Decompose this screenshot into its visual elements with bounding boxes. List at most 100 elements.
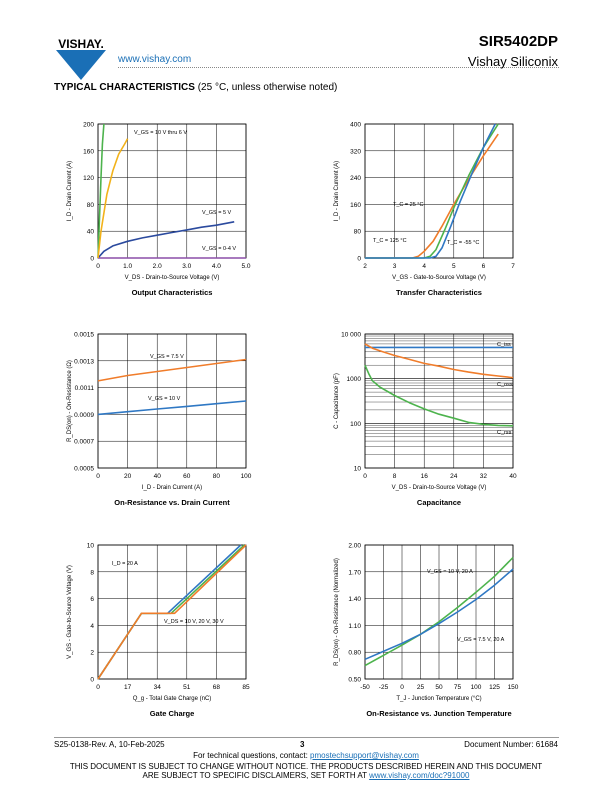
y-tick-label: 1000 xyxy=(347,376,362,383)
y-tick-label: 0 xyxy=(90,677,94,684)
y-axis-label: V_GS - Gate-to-Source Voltage (V) xyxy=(67,565,73,659)
y-tick-label: 1.10 xyxy=(348,623,361,630)
series-line xyxy=(97,400,247,416)
notice-line-2: ARE SUBJECT TO SPECIFIC DISCLAIMERS, SET… xyxy=(0,771,612,780)
x-tick-label: 3 xyxy=(393,263,397,270)
company-name: Vishay Siliconix xyxy=(467,54,558,69)
x-tick-label: 25 xyxy=(417,684,425,691)
series-line xyxy=(364,556,514,667)
series-line xyxy=(97,123,105,259)
site-url[interactable]: www.vishay.com xyxy=(118,54,192,65)
x-tick-label: 6 xyxy=(482,263,486,270)
x-axis-label: T_J - Junction Temperature (°C) xyxy=(396,696,481,702)
series-line xyxy=(97,544,247,680)
y-tick-label: 0.0007 xyxy=(74,439,94,446)
x-tick-label: 68 xyxy=(213,684,221,691)
chart-2 xyxy=(97,333,247,469)
chart-annotation: C_iss xyxy=(497,342,511,348)
y-tick-label: 0.0015 xyxy=(74,332,94,339)
x-axis-label: V_DS - Drain-to-Source Voltage (V) xyxy=(125,275,220,281)
x-axis-label: I_D - Drain Current (A) xyxy=(142,485,202,491)
plot-frame xyxy=(97,544,247,680)
chart-annotation: V_GS = 10 V xyxy=(148,396,181,402)
contact-email-link[interactable]: pmostechsupport@vishay.com xyxy=(310,751,419,760)
chart-title: Output Characteristics xyxy=(132,288,213,297)
y-tick-label: 0.0013 xyxy=(74,358,94,365)
y-tick-label: 80 xyxy=(87,202,95,209)
y-tick-label: 2 xyxy=(90,650,94,657)
y-tick-label: 0.0011 xyxy=(75,385,95,392)
chart-annotation: C_oss xyxy=(497,382,513,388)
x-tick-label: 0 xyxy=(96,263,100,270)
x-tick-label: 3.0 xyxy=(182,263,191,270)
series-line xyxy=(364,364,514,427)
x-tick-label: -50 xyxy=(360,684,370,691)
series-line xyxy=(97,221,235,259)
x-tick-label: 0 xyxy=(400,684,404,691)
x-axis-label: Q_g - Total Gate Charge (nC) xyxy=(133,696,212,702)
x-tick-label: 20 xyxy=(124,473,132,480)
series-line xyxy=(97,138,129,259)
footer-contact: For technical questions, contact: pmoste… xyxy=(0,751,612,760)
series-line xyxy=(365,133,499,259)
section-title: TYPICAL CHARACTERISTICS xyxy=(54,82,195,93)
section-heading: TYPICAL CHARACTERISTICS (25 °C, unless o… xyxy=(54,82,337,93)
part-number: SIR5402DP xyxy=(478,33,558,50)
contact-prefix: For technical questions, contact: xyxy=(193,751,311,760)
logo-text: VISHAY. xyxy=(58,37,104,51)
y-tick-label: 1.40 xyxy=(348,596,361,603)
x-tick-label: 100 xyxy=(241,473,252,480)
chart-annotation: I_D = 20 A xyxy=(112,561,138,567)
x-tick-label: 0 xyxy=(96,473,100,480)
x-tick-label: 5.0 xyxy=(241,263,250,270)
x-tick-label: 7 xyxy=(511,263,515,270)
y-tick-label: 1.70 xyxy=(348,569,361,576)
chart-title: Capacitance xyxy=(417,498,461,507)
plot-frame xyxy=(97,123,247,259)
footer-divider xyxy=(54,737,559,738)
disclaimer-link[interactable]: www.vishay.com/doc?91000 xyxy=(369,771,470,780)
x-tick-label: 1.0 xyxy=(123,263,132,270)
y-tick-label: 0.80 xyxy=(348,650,361,657)
notice-line-1: THIS DOCUMENT IS SUBJECT TO CHANGE WITHO… xyxy=(69,762,543,771)
x-tick-label: 75 xyxy=(454,684,462,691)
x-tick-label: 16 xyxy=(421,473,429,480)
y-tick-label: 40 xyxy=(87,229,95,236)
x-tick-label: 80 xyxy=(213,473,221,480)
chart-title: Transfer Characteristics xyxy=(396,288,482,297)
y-tick-label: 100 xyxy=(350,421,361,428)
y-tick-label: 10 xyxy=(354,466,362,473)
x-tick-label: 40 xyxy=(509,473,517,480)
y-tick-label: 200 xyxy=(83,122,94,129)
chart-annotation: V_GS = 0-4 V xyxy=(202,246,236,252)
series-line xyxy=(365,123,496,259)
chart-1 xyxy=(364,123,514,259)
chart-annotation: T_C = 25 °C xyxy=(393,202,424,208)
x-tick-label: 40 xyxy=(154,473,162,480)
y-tick-label: 240 xyxy=(350,175,361,182)
y-tick-label: 6 xyxy=(90,596,94,603)
x-axis-label: V_GS - Gate-to-Source Voltage (V) xyxy=(392,275,486,281)
chart-title: On-Resistance vs. Drain Current xyxy=(114,498,230,507)
y-axis-label: R_DS(on) - On-Resistance (Normalized) xyxy=(334,558,340,666)
x-tick-label: 0 xyxy=(363,473,367,480)
x-tick-label: 60 xyxy=(183,473,191,480)
y-tick-label: 120 xyxy=(83,175,94,182)
y-axis-label: I_D - Drain Current (A) xyxy=(67,161,73,221)
document-number: Document Number: 61684 xyxy=(464,740,558,749)
chart-annotation: C_rss xyxy=(497,430,512,436)
y-tick-label: 0 xyxy=(90,256,94,263)
y-tick-label: 400 xyxy=(350,122,361,129)
x-tick-label: 85 xyxy=(242,684,250,691)
chart-annotation: V_GS = 10 V, 20 A xyxy=(427,569,473,575)
x-tick-label: 0 xyxy=(96,684,100,691)
x-tick-label: 4.0 xyxy=(212,263,221,270)
y-tick-label: 10 000 xyxy=(341,332,361,339)
x-tick-label: 32 xyxy=(480,473,488,480)
vishay-logo: VISHAY. xyxy=(56,37,106,80)
chart-0 xyxy=(97,123,247,259)
x-tick-label: 34 xyxy=(154,684,162,691)
x-tick-label: -25 xyxy=(379,684,389,691)
y-tick-label: 80 xyxy=(354,229,362,236)
page-number: 3 xyxy=(300,740,305,749)
